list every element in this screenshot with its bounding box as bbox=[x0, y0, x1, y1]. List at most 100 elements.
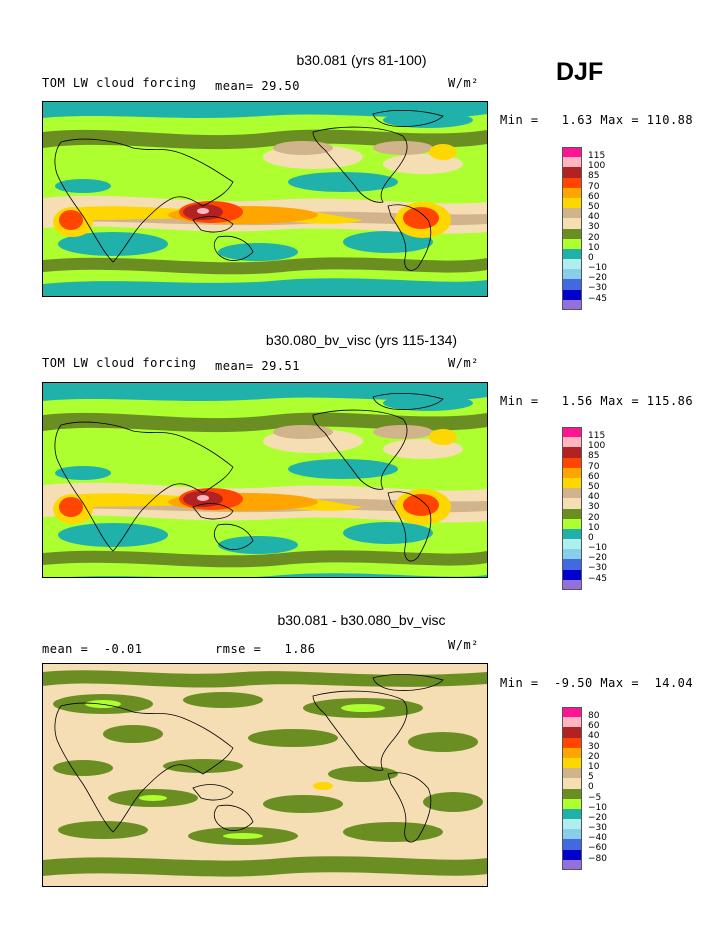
legend-tick: 85 bbox=[588, 451, 600, 462]
legend-swatch-box bbox=[562, 727, 582, 738]
panel1-units: W/m² bbox=[448, 76, 479, 90]
legend-swatch-box bbox=[562, 477, 582, 489]
legend-tick: 40 bbox=[588, 731, 600, 742]
legend-swatch-box bbox=[562, 717, 582, 728]
season-label: DJF bbox=[556, 58, 604, 86]
legend-swatch-box bbox=[562, 238, 582, 249]
legend-swatch-box bbox=[562, 539, 582, 550]
legend-swatch-box bbox=[562, 757, 582, 769]
panel3-rmse-label: rmse = bbox=[215, 642, 262, 656]
legend-swatch-box bbox=[562, 437, 582, 448]
legend-swatch-box bbox=[562, 859, 582, 870]
legend-swatch-box bbox=[562, 447, 582, 458]
legend-swatch-box bbox=[562, 208, 582, 219]
legend-swatch-box bbox=[562, 788, 582, 799]
legend-swatch-box bbox=[562, 197, 582, 209]
legend-tick: 30 bbox=[588, 222, 600, 233]
legend-swatch-box bbox=[562, 147, 582, 158]
legend-swatch-box bbox=[562, 707, 582, 718]
legend-swatch-box bbox=[562, 187, 582, 198]
legend-swatch-box bbox=[562, 218, 582, 229]
legend-tick: 115 bbox=[588, 151, 606, 161]
legend-swatch-box bbox=[562, 518, 582, 529]
legend-swatch-box bbox=[562, 528, 582, 540]
panel3-title: b30.081 - b30.080_bv_visc bbox=[277, 612, 446, 628]
legend-swatch-box bbox=[562, 839, 582, 850]
legend-tick: −45 bbox=[588, 573, 607, 584]
legend-swatch-box bbox=[562, 768, 582, 779]
legend-swatch-box bbox=[562, 569, 582, 580]
legend-swatch-box bbox=[562, 808, 582, 820]
panel3-units: W/m² bbox=[448, 638, 479, 652]
legend-tick: 80 bbox=[588, 711, 600, 721]
panel2-units: W/m² bbox=[448, 356, 479, 370]
panel3-rmse: rmse = 1.86 bbox=[215, 642, 315, 656]
panel2-variable-label: TOM LW cloud forcing bbox=[42, 356, 197, 370]
panel2-min-max: Min = 1.56 Max = 115.86 bbox=[500, 394, 694, 408]
legend-swatch-box bbox=[562, 248, 582, 260]
legend-tick: −80 bbox=[588, 853, 607, 864]
panel1-variable-label: TOM LW cloud forcing bbox=[42, 76, 197, 90]
legend-swatch-box bbox=[562, 457, 582, 468]
legend-swatch-box bbox=[562, 747, 582, 758]
legend-tick: −10 bbox=[588, 802, 607, 813]
legend-tick: 10 bbox=[588, 242, 600, 253]
legend-tick: 50 bbox=[588, 201, 600, 212]
legend-tick: 85 bbox=[588, 171, 600, 182]
panel1-mean: mean= 29.50 bbox=[215, 79, 300, 93]
legend-tick: 40 bbox=[588, 212, 600, 223]
panel2-mean-value: 29.51 bbox=[261, 359, 300, 373]
legend-tick: −10 bbox=[588, 263, 607, 274]
legend-tick: 30 bbox=[588, 741, 600, 752]
panel2-mean-label: mean= bbox=[215, 359, 254, 373]
legend-swatch-box bbox=[562, 259, 582, 270]
legend-tick: −10 bbox=[588, 543, 607, 554]
panel2-mean: mean= 29.51 bbox=[215, 359, 300, 373]
legend-tick: 60 bbox=[588, 721, 600, 732]
legend-tick: −60 bbox=[588, 843, 607, 854]
legend-tick: 30 bbox=[588, 502, 600, 513]
legend-swatch-box bbox=[562, 849, 582, 860]
legend-tick: 0 bbox=[588, 782, 594, 793]
legend-tick: 70 bbox=[588, 461, 600, 472]
legend-tick: −20 bbox=[588, 553, 607, 564]
legend-tick: −30 bbox=[588, 823, 607, 834]
legend-swatch-box bbox=[562, 269, 582, 280]
legend-swatch-box bbox=[562, 289, 582, 300]
legend-swatch-box bbox=[562, 798, 582, 809]
legend-swatch-box bbox=[562, 279, 582, 290]
legend-tick: −30 bbox=[588, 283, 607, 294]
legend-swatch-box bbox=[562, 559, 582, 570]
panel1-map bbox=[42, 101, 488, 297]
legend-tick: 0 bbox=[588, 252, 594, 263]
legend-tick: −40 bbox=[588, 833, 607, 844]
legend-swatch-box bbox=[562, 819, 582, 830]
legend-tick: 50 bbox=[588, 481, 600, 492]
legend-swatch-box bbox=[562, 299, 582, 310]
legend-swatch-box bbox=[562, 778, 582, 789]
legend-swatch-box bbox=[562, 579, 582, 590]
legend-swatch-box bbox=[562, 177, 582, 188]
panel1-min-max: Min = 1.63 Max = 110.88 bbox=[500, 113, 694, 127]
legend-tick: 40 bbox=[588, 492, 600, 503]
panel1-mean-value: 29.50 bbox=[261, 79, 300, 93]
legend-tick: 0 bbox=[588, 532, 594, 543]
legend-tick: 20 bbox=[588, 751, 600, 762]
legend-tick: 115 bbox=[588, 431, 606, 441]
legend-swatch-box bbox=[562, 427, 582, 438]
panel3-mean: mean = -0.01 bbox=[42, 642, 143, 656]
legend-tick: 20 bbox=[588, 512, 600, 523]
legend-swatch-box bbox=[562, 157, 582, 168]
legend-tick: 20 bbox=[588, 232, 600, 243]
panel2-map bbox=[42, 382, 488, 578]
legend-swatch-box bbox=[562, 167, 582, 178]
legend-tick: 5 bbox=[588, 772, 594, 783]
legend-swatch-box bbox=[562, 488, 582, 499]
legend-tick: 60 bbox=[588, 471, 600, 482]
legend-tick: 60 bbox=[588, 191, 600, 202]
legend-swatch-box bbox=[562, 737, 582, 748]
legend-swatch-box bbox=[562, 498, 582, 509]
panel3-map bbox=[42, 663, 488, 887]
legend-tick: −20 bbox=[588, 812, 607, 823]
legend-swatch-box bbox=[562, 549, 582, 560]
